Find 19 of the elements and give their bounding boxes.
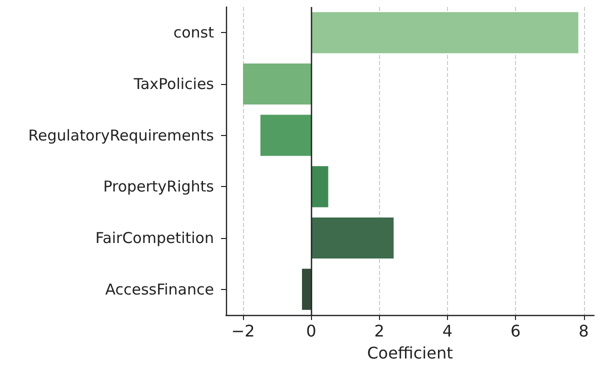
y-tick-label: TaxPolicies: [132, 75, 214, 93]
bar: [311, 217, 394, 259]
y-tick-label: AccessFinance: [105, 280, 214, 298]
x-tick-label: −2: [231, 322, 255, 340]
y-tick-label: PropertyRights: [103, 178, 214, 196]
y-tick-label: const: [173, 24, 214, 42]
x-axis-title: Coefficient: [367, 344, 453, 362]
bar: [311, 166, 328, 208]
y-tick-label: FairCompetition: [95, 229, 214, 247]
bar: [311, 12, 578, 54]
x-tick-label: 2: [374, 322, 384, 340]
x-tick-label: 4: [442, 322, 453, 340]
x-tick-label: 6: [510, 322, 521, 340]
y-tick-label: RegulatoryRequirements: [28, 126, 214, 144]
x-tick-label: 8: [578, 322, 589, 340]
bar: [260, 114, 312, 156]
bar: [302, 268, 312, 310]
x-tick-label: 0: [306, 322, 316, 340]
bar: [243, 63, 312, 105]
